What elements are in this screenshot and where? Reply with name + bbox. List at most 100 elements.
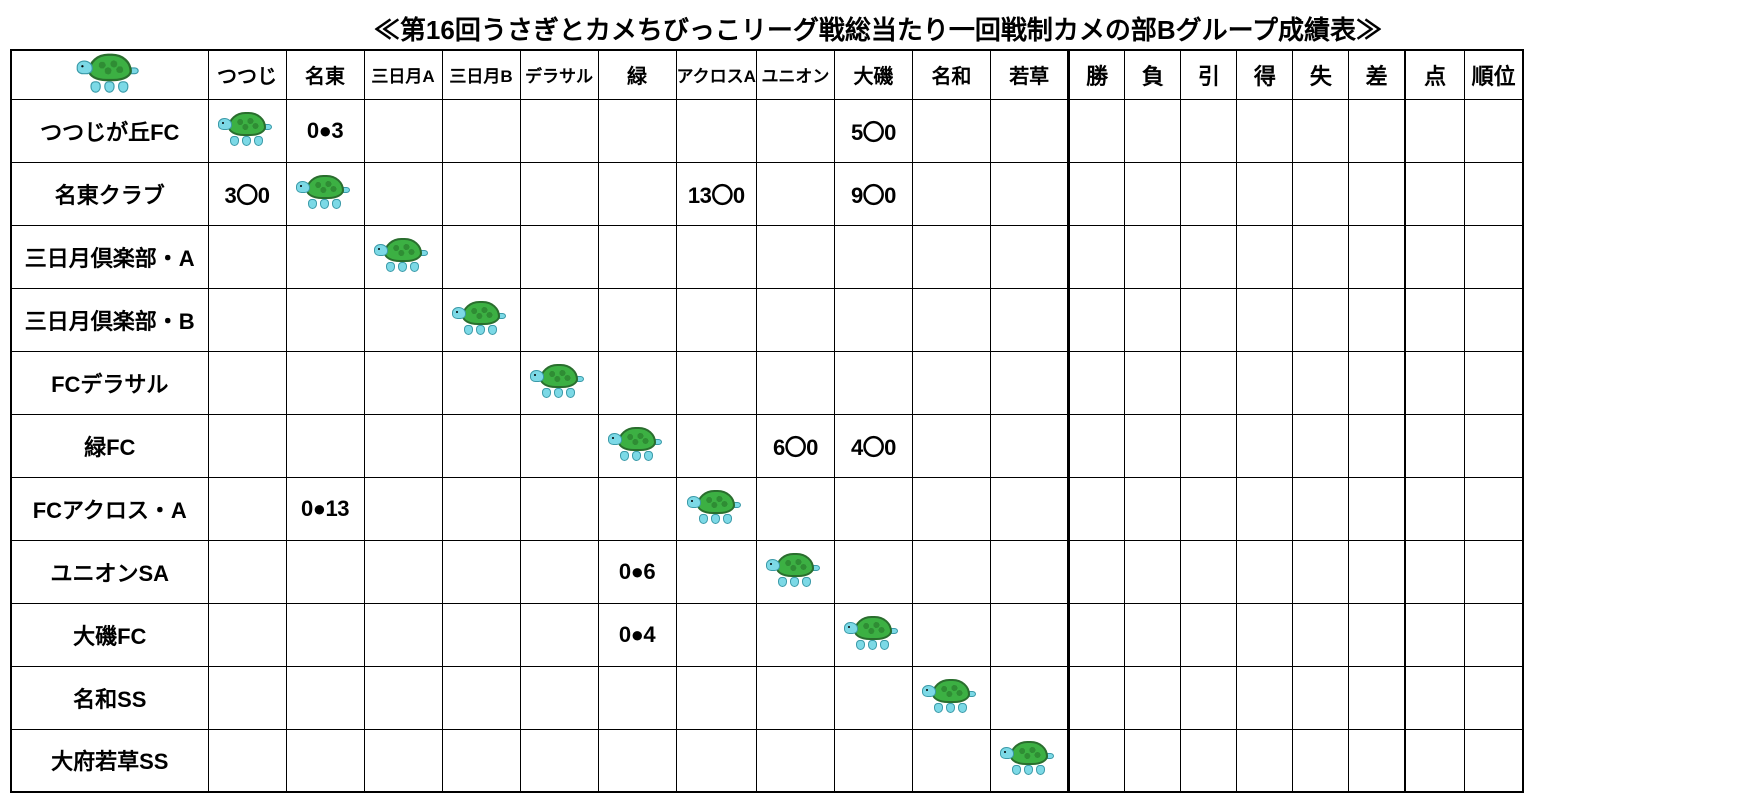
result-cell	[286, 351, 364, 414]
stat-cell	[1293, 414, 1349, 477]
stat-cell	[1069, 729, 1125, 792]
turtle-icon	[1000, 739, 1058, 775]
stat-cell	[1349, 225, 1405, 288]
table-row	[1069, 351, 1405, 414]
result-cell	[912, 540, 990, 603]
stat-cell	[1237, 351, 1293, 414]
turtle-icon	[76, 52, 143, 93]
stat-cell	[1181, 666, 1237, 729]
result-cell	[520, 477, 598, 540]
table-row: つつじが丘FC 0●3 5〇0	[11, 99, 1068, 162]
result-cell	[208, 99, 286, 162]
rank-cell	[1405, 666, 1464, 729]
stat-cell	[1293, 288, 1349, 351]
result-cell: 5〇0	[834, 99, 912, 162]
stat-cell	[1237, 225, 1293, 288]
stat-cell	[1125, 225, 1181, 288]
result-cell	[520, 414, 598, 477]
result-cell	[912, 603, 990, 666]
stat-cell	[1349, 603, 1405, 666]
result-cell	[208, 351, 286, 414]
table-row	[1069, 540, 1405, 603]
rank-header: 順位	[1464, 50, 1523, 99]
rank-cell	[1464, 99, 1523, 162]
table-row	[1405, 162, 1523, 225]
result-cell	[442, 162, 520, 225]
result-cell: 0●6	[598, 540, 676, 603]
table-row	[1405, 729, 1523, 792]
result-cell	[756, 288, 834, 351]
table-row	[1405, 603, 1523, 666]
result-cell	[756, 162, 834, 225]
result-cell	[520, 540, 598, 603]
result-cell	[208, 477, 286, 540]
opponent-header: 大磯	[834, 50, 912, 99]
stat-cell	[1125, 351, 1181, 414]
stats-header-row: 勝負引得失差	[1069, 50, 1405, 99]
stat-cell	[1125, 162, 1181, 225]
stat-header: 差	[1349, 50, 1405, 99]
result-cell	[364, 162, 442, 225]
header-row: つつじ名東三日月A三日月Bデラサル緑アクロスAユニオン大磯名和若草	[11, 50, 1068, 99]
result-cell	[286, 288, 364, 351]
rank-cell	[1464, 225, 1523, 288]
table-row	[1069, 414, 1405, 477]
table-row	[1405, 99, 1523, 162]
turtle-icon	[844, 614, 902, 650]
rank-cell	[1464, 666, 1523, 729]
result-cell	[756, 540, 834, 603]
result-cell	[364, 414, 442, 477]
result-cell	[364, 729, 442, 792]
opponent-header: 緑	[598, 50, 676, 99]
result-cell	[286, 162, 364, 225]
result-cell	[364, 351, 442, 414]
team-name-cell: つつじが丘FC	[11, 99, 208, 162]
result-cell: 6〇0	[756, 414, 834, 477]
opponent-header: 名和	[912, 50, 990, 99]
table-row: 名和SS	[11, 666, 1068, 729]
result-cell	[834, 666, 912, 729]
turtle-icon	[608, 425, 666, 461]
result-cell	[598, 351, 676, 414]
rank-cell	[1464, 414, 1523, 477]
table-row	[1405, 288, 1523, 351]
result-cell	[598, 99, 676, 162]
rank-cell	[1405, 414, 1464, 477]
result-cell	[990, 729, 1068, 792]
result-cell	[756, 603, 834, 666]
stat-cell	[1237, 288, 1293, 351]
team-name-cell: 緑FC	[11, 414, 208, 477]
result-cell	[756, 729, 834, 792]
stat-cell	[1069, 351, 1125, 414]
rank-cell	[1464, 351, 1523, 414]
stat-cell	[1125, 288, 1181, 351]
result-cell	[990, 477, 1068, 540]
table-row	[1405, 540, 1523, 603]
rank-cell	[1405, 225, 1464, 288]
result-cell: 0●3	[286, 99, 364, 162]
rank-cell	[1464, 162, 1523, 225]
result-cell	[990, 603, 1068, 666]
table-row: 大磯FC0●4	[11, 603, 1068, 666]
result-cell	[676, 477, 756, 540]
result-cell	[598, 225, 676, 288]
result-cell	[990, 288, 1068, 351]
stat-header: 得	[1237, 50, 1293, 99]
rank-table: 点順位	[1404, 49, 1524, 793]
stat-cell	[1293, 666, 1349, 729]
rank-cell	[1464, 540, 1523, 603]
result-cell	[442, 99, 520, 162]
result-cell: 13〇0	[676, 162, 756, 225]
stat-cell	[1349, 540, 1405, 603]
result-cell	[990, 99, 1068, 162]
turtle-icon	[374, 236, 432, 272]
opponent-header: ユニオン	[756, 50, 834, 99]
result-cell	[990, 414, 1068, 477]
result-cell	[208, 666, 286, 729]
tables-wrapper: つつじ名東三日月A三日月Bデラサル緑アクロスAユニオン大磯名和若草 つつじが丘F…	[10, 49, 1746, 793]
stat-cell	[1069, 666, 1125, 729]
result-cell: 4〇0	[834, 414, 912, 477]
team-name-cell: FCアクロス・A	[11, 477, 208, 540]
result-cell	[520, 603, 598, 666]
rank-cell	[1405, 99, 1464, 162]
